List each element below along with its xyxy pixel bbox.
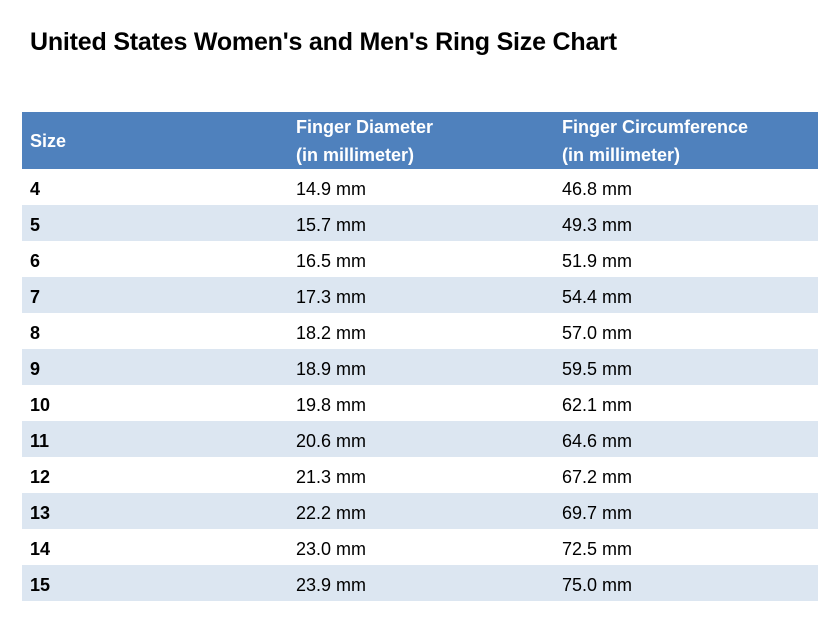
cell-circumference: 49.3 mm	[562, 205, 818, 241]
cell-size: 7	[22, 277, 296, 313]
cell-size: 10	[30, 394, 51, 415]
cell-size: 12	[30, 466, 51, 487]
header-diameter-line1: Finger Diameter	[296, 116, 434, 137]
cell-size: 14	[30, 538, 51, 559]
cell-diameter: 17.3 mm	[296, 277, 562, 313]
cell-size: 4	[30, 178, 41, 199]
table-row: 15 23.9 mm 75.0 mm	[22, 565, 818, 601]
cell-diameter: 18.2 mm	[296, 322, 367, 343]
cell-circumference: 72.5 mm	[562, 538, 633, 559]
cell-circumference: 67.2 mm	[562, 466, 633, 487]
cell-circumference: 46.8 mm	[562, 178, 633, 199]
cell-size: 9	[22, 349, 296, 385]
table-row: 13 22.2 mm 69.7 mm	[22, 493, 818, 529]
table-row: 8 18.2 mm 57.0 mm	[22, 313, 818, 349]
cell-size: 5	[22, 205, 296, 241]
header-size-label: Size	[30, 130, 67, 151]
cell-size: 6	[30, 250, 41, 271]
cell-size: 15	[22, 565, 296, 601]
header-circumference: Finger Circumference (in millimeter)	[562, 112, 818, 169]
cell-circumference: 69.7 mm	[562, 493, 818, 529]
cell-circumference: 57.0 mm	[562, 322, 633, 343]
cell-diameter: 21.3 mm	[296, 466, 367, 487]
cell-diameter: 19.8 mm	[296, 394, 367, 415]
header-size: Size	[22, 112, 296, 169]
cell-size: 8	[30, 322, 41, 343]
table-row: 14 23.0 mm 72.5 mm	[22, 529, 818, 565]
cell-circumference: 59.5 mm	[562, 349, 818, 385]
header-circumference-line2: (in millimeter)	[562, 144, 681, 165]
cell-circumference: 54.4 mm	[562, 277, 818, 313]
cell-diameter: 14.9 mm	[296, 178, 367, 199]
cell-size: 11	[22, 421, 296, 457]
table-row: 12 21.3 mm 67.2 mm	[22, 457, 818, 493]
cell-circumference: 51.9 mm	[562, 250, 633, 271]
ring-size-table: Size Finger Diameter (in millimeter) Fing…	[22, 112, 818, 601]
cell-diameter: 18.9 mm	[296, 349, 562, 385]
cell-circumference: 75.0 mm	[562, 565, 818, 601]
table-row: 7 17.3 mm 54.4 mm	[22, 277, 818, 313]
cell-diameter: 23.9 mm	[296, 565, 562, 601]
cell-size: 13	[22, 493, 296, 529]
cell-diameter: 23.0 mm	[296, 538, 367, 559]
cell-diameter: 22.2 mm	[296, 493, 562, 529]
table-header-row: Size Finger Diameter (in millimeter) Fing…	[22, 112, 818, 169]
cell-diameter: 16.5 mm	[296, 250, 367, 271]
table-row: 9 18.9 mm 59.5 mm	[22, 349, 818, 385]
table-row: 6 16.5 mm 51.9 mm	[22, 241, 818, 277]
table-row: 10 19.8 mm 62.1 mm	[22, 385, 818, 421]
table-row: 5 15.7 mm 49.3 mm	[22, 205, 818, 241]
header-circumference-line1: Finger Circumference	[562, 116, 749, 137]
cell-circumference: 62.1 mm	[562, 394, 633, 415]
cell-diameter: 20.6 mm	[296, 421, 562, 457]
cell-diameter: 15.7 mm	[296, 205, 562, 241]
page-title: United States Women's and Men's Ring Siz…	[30, 28, 617, 56]
table-row: 11 20.6 mm 64.6 mm	[22, 421, 818, 457]
table-row: 4 14.9 mm 46.8 mm	[22, 169, 818, 205]
header-diameter: Finger Diameter (in millimeter)	[296, 112, 562, 169]
header-diameter-line2: (in millimeter)	[296, 144, 415, 165]
cell-circumference: 64.6 mm	[562, 421, 818, 457]
